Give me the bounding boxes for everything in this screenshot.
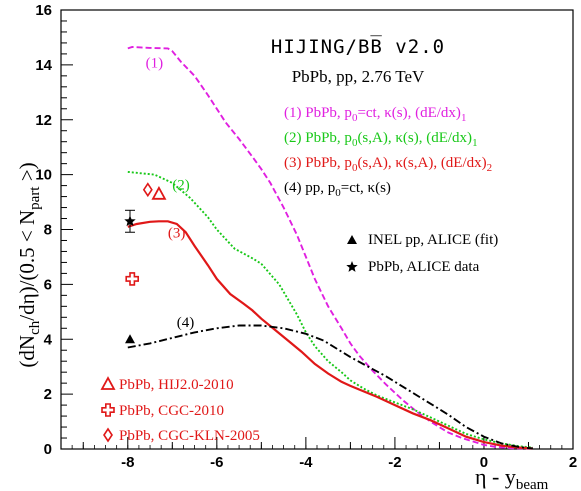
- x-tick-label: -4: [299, 454, 313, 471]
- legend-text-part: (s,A), κ(s), (dE/dx): [357, 130, 472, 146]
- legend-marker: [346, 261, 358, 272]
- open-triangle-marker: [151, 185, 167, 200]
- y-tick-label: 8: [44, 222, 52, 239]
- x-axis-label: η - ybeam: [475, 464, 549, 491]
- legend-text-part: (s,A), κ(s,A), (dE/dx): [357, 155, 486, 171]
- legend-layer: (1) PbPb, p0=ct, κ(s), (dE/dx)1(2) PbPb,…: [100, 105, 498, 444]
- x-tick-label: 2: [569, 454, 577, 471]
- legend-subscript: 2: [487, 162, 493, 174]
- y-label-subscript: part: [27, 186, 43, 210]
- y-tick-label: 4: [44, 331, 53, 348]
- series-line-4: [127, 324, 533, 450]
- y-label-part: (dN: [15, 335, 39, 368]
- open-cross-marker: [101, 403, 115, 417]
- legend-text-part: (2) PbPb, p: [284, 130, 352, 146]
- curve-label: (2): [172, 178, 190, 194]
- legend-marker: [103, 427, 113, 443]
- series-line-1: [127, 46, 533, 450]
- legend-marker: [100, 376, 116, 390]
- data-point: [125, 334, 136, 344]
- legend-text-part: =ct, κ(s): [341, 180, 391, 196]
- x-tick-label: -8: [121, 454, 134, 471]
- legend-text-part: =ct, κ(s), (dE/dx): [357, 105, 461, 121]
- x-tick-label: -6: [210, 454, 223, 471]
- y-tick-label: 10: [35, 167, 52, 184]
- data-point: [142, 182, 153, 198]
- curve-label: (3): [168, 226, 186, 242]
- legend-subscript: 1: [461, 112, 467, 124]
- x-tick-label: -2: [388, 454, 401, 471]
- series-layer: [127, 46, 533, 450]
- legend-subscript: 0: [335, 187, 341, 199]
- x-tick-label: 0: [480, 454, 488, 471]
- labels-layer: (1) (2) (3) (4): [146, 56, 195, 331]
- legend-entry: (2) PbPb, p0(s,A), κ(s), (dE/dx)1: [284, 130, 478, 149]
- legend-marker-label: PbPb, HIJ2.0-2010: [119, 377, 234, 393]
- series-line-3: [127, 220, 533, 450]
- curve-label: (1): [146, 56, 164, 72]
- legend-subscript: 0: [352, 112, 358, 124]
- y-tick-label: 16: [35, 2, 52, 19]
- triangle-marker: [347, 235, 357, 244]
- legend-text-part: (3) PbPb, p: [284, 155, 352, 171]
- y-tick-label: 14: [35, 57, 52, 74]
- star-marker: [124, 215, 136, 227]
- chart-subtitle: PbPb, pp, 2.76 TeV: [292, 67, 425, 86]
- legend-subscript: 0: [352, 162, 358, 174]
- legend-marker-label: PbPb, CGC-2010: [119, 403, 224, 419]
- legend-marker-label: PbPb, CGC-KLN-2005: [119, 428, 260, 444]
- data-point: [124, 215, 136, 227]
- y-tick-label: 12: [35, 112, 52, 129]
- legend-subscript: 0: [352, 137, 358, 149]
- legend-marker-label: PbPb, ALICE data: [368, 259, 480, 275]
- y-axis-label: (dNch/dη)/(0.5 < Npart >): [15, 162, 43, 367]
- open-diamond-marker: [142, 182, 153, 198]
- y-label-subscript: ch: [27, 320, 43, 335]
- legend-marker-label: INEL pp, ALICE (fit): [368, 232, 498, 248]
- y-label-part: /dη)/(0.5 < N: [15, 210, 39, 321]
- y-label-part: >): [15, 162, 39, 186]
- legend-subscript: 1: [472, 137, 478, 149]
- open-diamond-marker: [103, 427, 113, 443]
- y-tick-label: 6: [44, 276, 52, 293]
- legend-text-part: (1) PbPb, p: [284, 105, 352, 121]
- curve-label: (4): [177, 315, 195, 331]
- y-tick-label: 2: [44, 386, 52, 403]
- legend-marker: [347, 235, 357, 244]
- open-cross-marker: [125, 272, 139, 286]
- chart-title: HIJING/BB̅ v2.0: [271, 35, 445, 58]
- legend-marker: [101, 403, 115, 417]
- star-marker: [346, 261, 358, 272]
- y-tick-label: 0: [44, 441, 52, 458]
- data-point: [125, 272, 139, 286]
- legend-entry: (1) PbPb, p0=ct, κ(s), (dE/dx)1: [284, 105, 466, 124]
- data-point: [151, 185, 167, 200]
- points-layer: [124, 182, 167, 344]
- legend-text-part: (4) pp, p: [284, 180, 335, 196]
- series-line-2: [127, 170, 533, 449]
- legend-entry: (4) pp, p0=ct, κ(s): [284, 180, 391, 199]
- legend-entry: (3) PbPb, p0(s,A), κ(s,A), (dE/dx)2: [284, 155, 492, 174]
- triangle-marker: [125, 334, 136, 344]
- open-triangle-marker: [100, 376, 116, 390]
